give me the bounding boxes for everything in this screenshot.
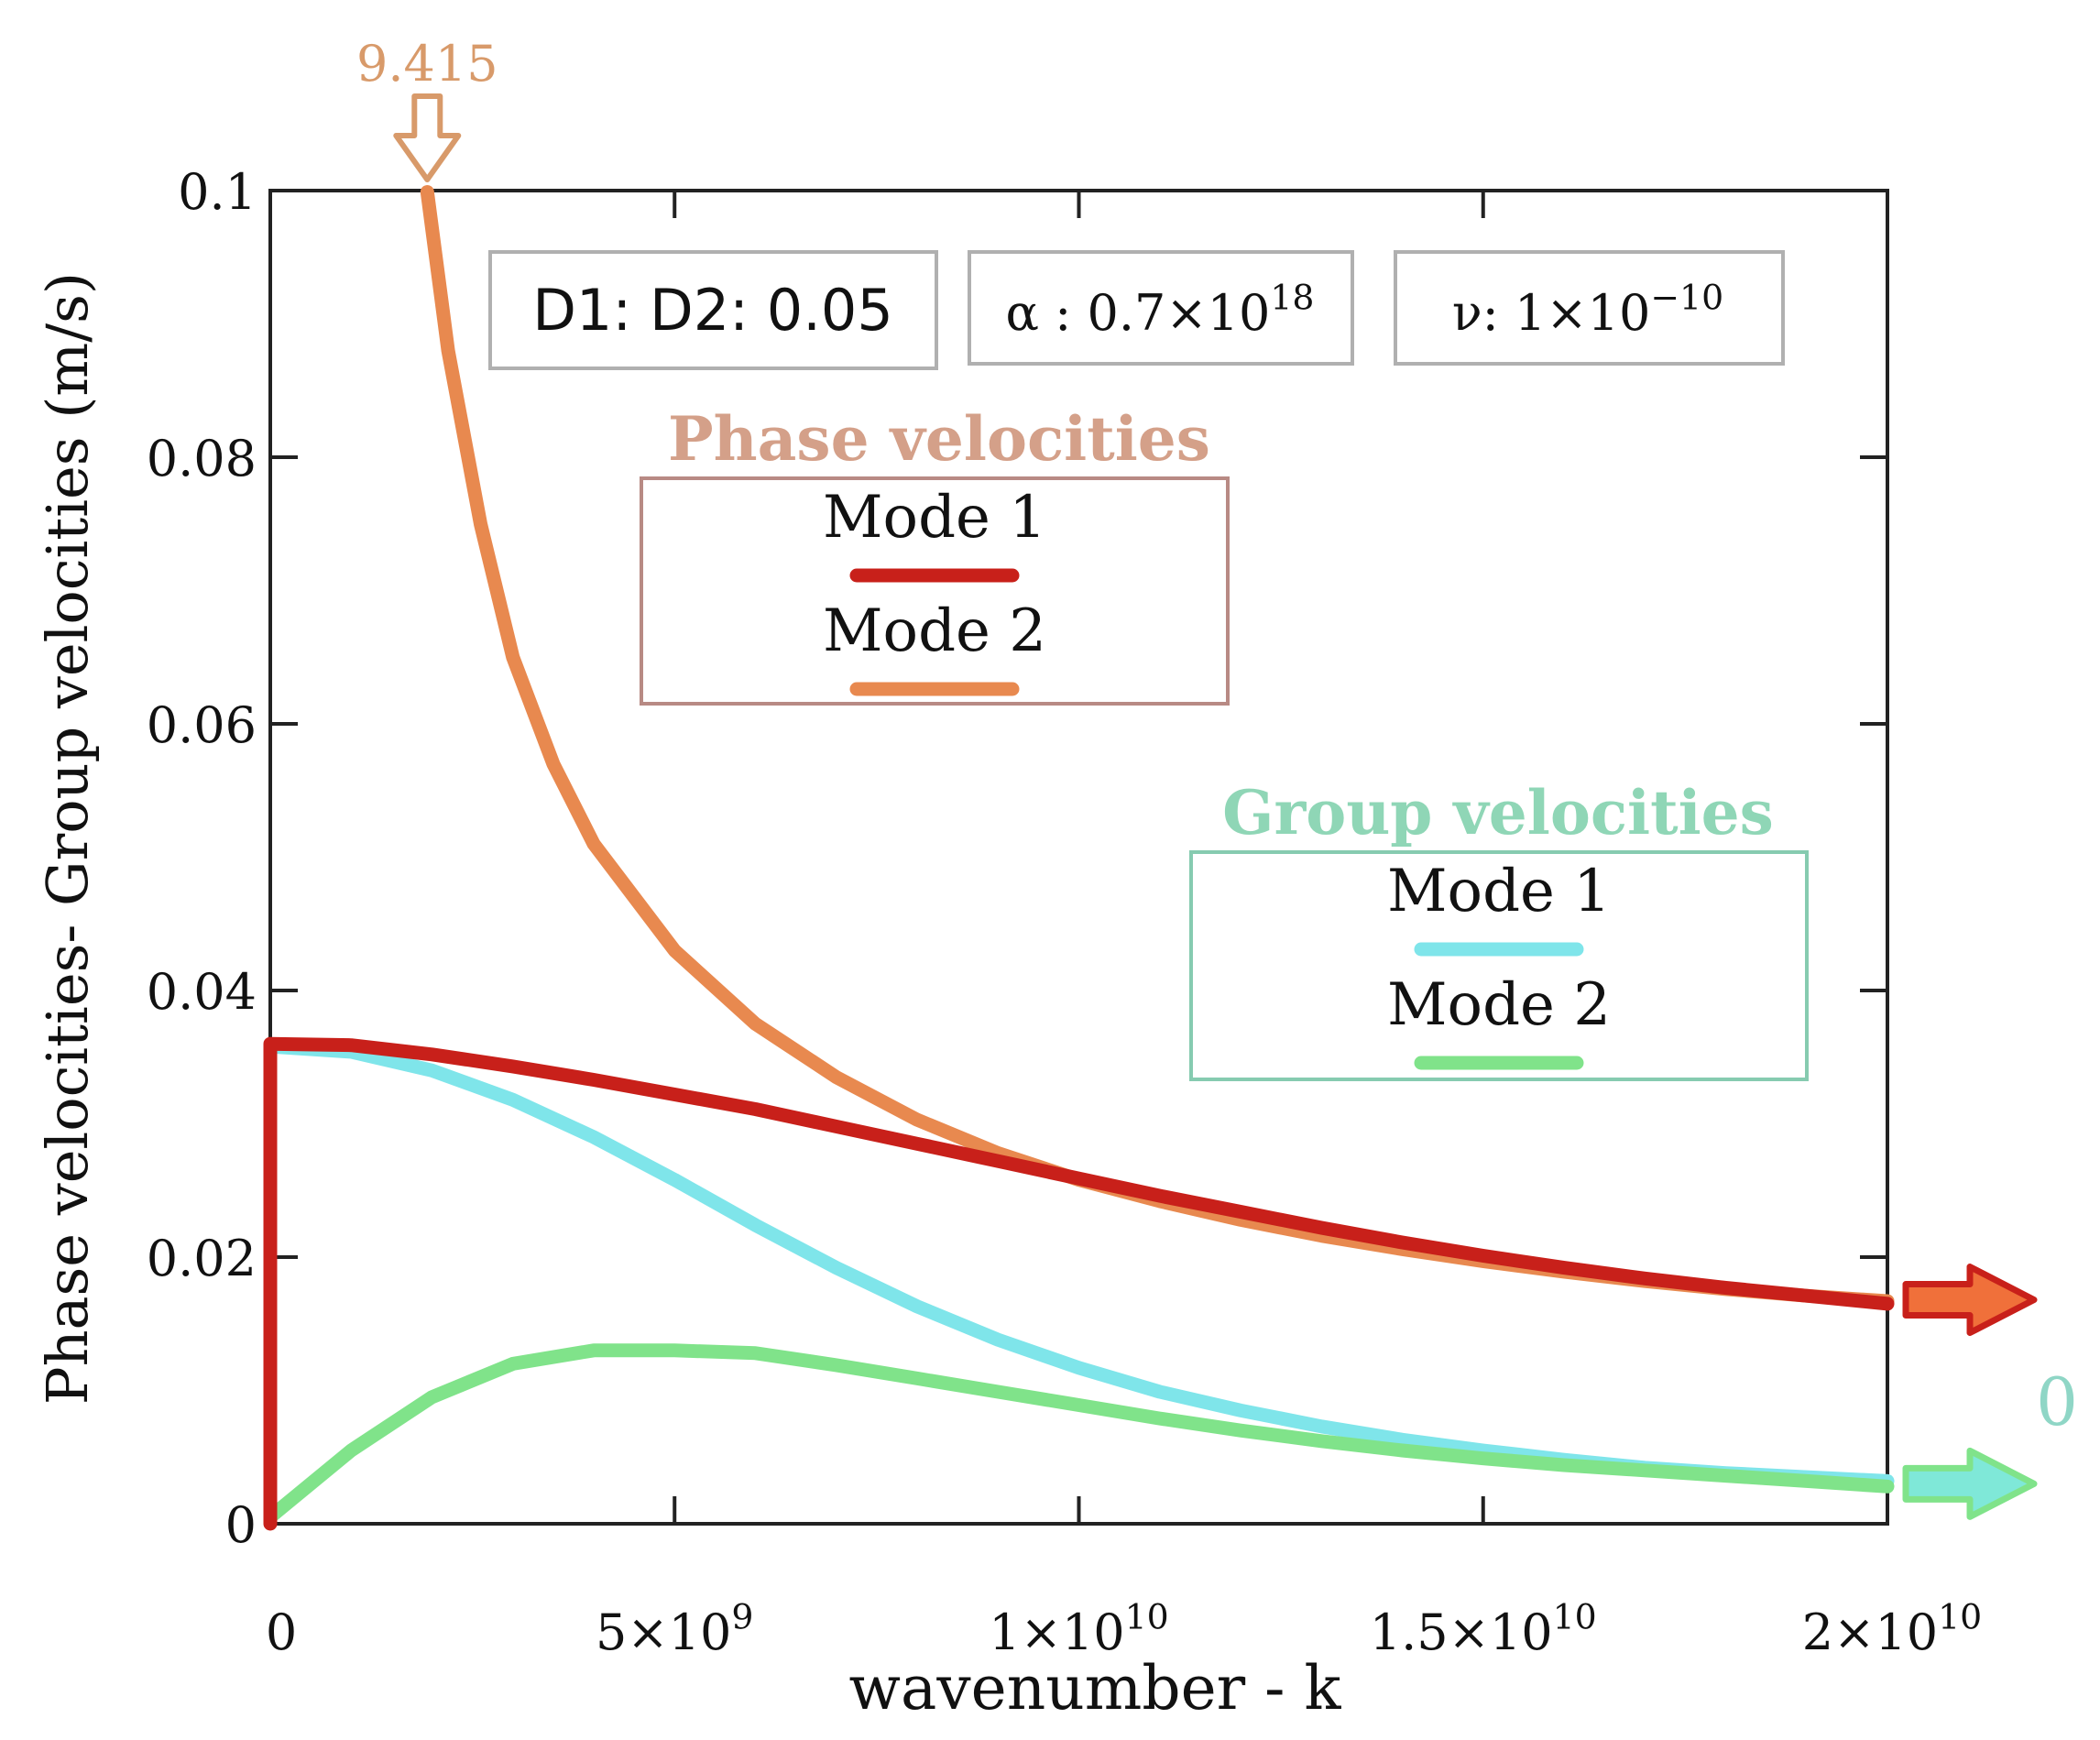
x-tick-label-base: 0 (266, 1603, 297, 1661)
x-axis-label: wavenumber - k (849, 1653, 1342, 1724)
down-arrow-marker (393, 93, 462, 182)
parameter-label-exp: 18 (1270, 277, 1314, 317)
legend-title: Group velocities (1222, 777, 1774, 848)
parameter-label: α : 0.7×1018 (1006, 277, 1315, 342)
legend-item-label: Mode 2 (1387, 971, 1611, 1039)
x-tick-label-exp: 10 (1938, 1596, 1982, 1636)
axis-labels: wavenumber - k Phase velocities- Group v… (34, 272, 1341, 1724)
y-axis-label: Phase velocities- Group velocities (m/s) (34, 272, 101, 1405)
parameter-box (488, 250, 938, 370)
series-layer (263, 185, 1895, 1531)
x-tick-label-base: 5×10 (596, 1603, 731, 1661)
parameter-box (1394, 250, 1785, 366)
y-tick-label: 0.06 (147, 696, 257, 754)
legend-item-label: Mode 1 (823, 484, 1046, 552)
x-tick-label: 2×1010 (1802, 1596, 1982, 1661)
y-tick-label: 0.1 (178, 163, 257, 221)
limit-annotation: 0 (2036, 1363, 2078, 1440)
x-tick-label-base: 1×10 (989, 1603, 1124, 1661)
end-arrow-phase (1902, 1264, 2038, 1337)
series-line-4 (263, 1343, 1895, 1525)
x-tick-label: 1×1010 (989, 1596, 1168, 1661)
x-tick-label: 0 (266, 1603, 297, 1661)
parameter-label-base: ν: 1×10 (1452, 284, 1651, 342)
annotation-layer: 9.415 0 (356, 35, 2078, 1520)
x-tick-label-base: 1.5×10 (1370, 1603, 1553, 1661)
series-line-3 (263, 1039, 1895, 1488)
x-tick-label-base: 2×10 (1802, 1603, 1938, 1661)
plot-frame (268, 189, 1889, 1526)
y-tick-label: 0 (225, 1496, 257, 1554)
parameter-boxes: D1: D2: 0.05 α : 0.7×1018 ν: 1×10−10 (488, 250, 1785, 370)
x-tick-label: 1.5×1010 (1370, 1596, 1597, 1661)
end-arrow-group (1902, 1447, 2038, 1520)
x-tick-label-exp: 9 (731, 1596, 753, 1636)
series-line-1 (263, 1036, 1895, 1531)
y-tick-label: 0.04 (147, 963, 257, 1021)
parameter-box (968, 250, 1354, 366)
legend-box (640, 476, 1230, 706)
legend-item-label: Mode 2 (823, 597, 1046, 665)
parameter-label-exp: −10 (1650, 277, 1723, 317)
legend-title: Phase velocities (668, 403, 1210, 475)
parameter-label-base: α : 0.7×10 (1006, 284, 1271, 342)
y-tick-label: 0.02 (147, 1230, 257, 1287)
y-tick-label: 0.08 (147, 430, 257, 487)
x-tick-label-exp: 10 (1125, 1596, 1169, 1636)
legend-item-label: Mode 1 (1387, 858, 1611, 925)
parameter-label: ν: 1×10−10 (1452, 277, 1723, 342)
x-tick-label-exp: 10 (1553, 1596, 1597, 1636)
top-annotation-value: 9.415 (356, 35, 498, 93)
parameter-label: D1: D2: 0.05 (532, 277, 893, 344)
axes-layer: 00.020.040.060.080.10 5×109 1×1010 1.5×1010… (147, 163, 1982, 1661)
x-tick-label: 5×109 (596, 1596, 753, 1661)
legend-box (1189, 850, 1809, 1081)
legend-layer: Phase velocities Mode 1 Mode 2 Group veloci… (640, 403, 1809, 1081)
parameter-label-base: D1: D2: 0.05 (532, 277, 893, 344)
